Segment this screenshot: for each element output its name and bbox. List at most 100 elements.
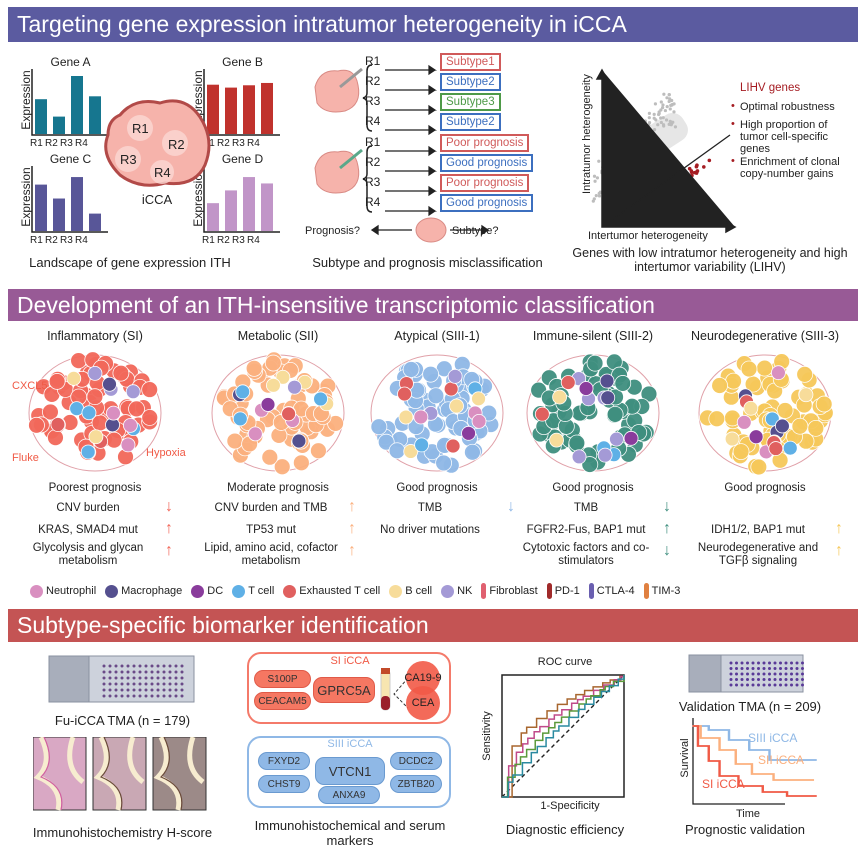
legend-item: NK: [441, 583, 472, 599]
cxcl5-label: CXCL5: [12, 380, 48, 392]
subtype-title: Atypical (SIII-1): [394, 329, 480, 343]
km-caption: Prognostic validation: [685, 822, 805, 837]
legend-item: CTLA-4: [588, 583, 635, 599]
tumor-sampling-icon: [314, 64, 437, 136]
tumor-illustration: R1 R2 R3 R4: [104, 99, 211, 187]
region-tick-label: R1: [30, 138, 43, 149]
feature-label: FGFR2-Fus, BAP1 mut: [526, 524, 646, 536]
serum-cea: CEA: [411, 697, 435, 709]
feature-label: IDH1/2, BAP1 mut: [711, 524, 805, 536]
section-header-2: Development of an ITH-insensitive transc…: [8, 289, 858, 321]
roc-curve: [501, 674, 625, 798]
roc-line: [502, 675, 625, 798]
roc-title: ROC curve: [537, 656, 593, 668]
gene-bar: [207, 84, 219, 134]
marker-anxa9: ANXA9: [318, 786, 380, 804]
lihv-legend-item: Enrichment of clonal copy-number gains: [740, 156, 840, 180]
tma-slide-icon: [48, 655, 195, 703]
lihv-point: [694, 164, 699, 169]
siii-marker-panel: [247, 736, 451, 808]
roc-caption: Diagnostic efficiency: [505, 822, 625, 837]
prognosis-box: Good prognosis: [440, 154, 534, 172]
region-label: R2: [365, 155, 381, 169]
subtype-box: Subtype2: [440, 113, 501, 131]
region-label: R1: [132, 121, 149, 136]
region-label: R4: [154, 165, 171, 180]
region-tick-label: R1: [30, 235, 43, 246]
prognosis-box: Good prognosis: [440, 194, 534, 212]
hypoxia-label: Hypoxia: [146, 447, 186, 459]
subtype-title: Immune-silent (SIII-2): [532, 329, 654, 343]
gene-bar-chart: [31, 69, 108, 136]
arrow-down-icon: ↓: [165, 498, 173, 515]
feature-label: TMB: [417, 502, 443, 514]
km-curve: [692, 718, 817, 805]
region-tick-label: R2: [217, 138, 230, 149]
tumor-microenvironment-illustration: [370, 354, 504, 474]
legend-item: Fibroblast: [481, 583, 538, 599]
arrow-up-icon: ↑: [835, 542, 843, 559]
fluke-label: Fluke: [12, 452, 39, 464]
region-tick-label: R3: [60, 138, 73, 149]
subtype-title: Metabolic (SII): [237, 329, 319, 343]
tma-label: Fu-iCCA TMA (n = 179): [54, 713, 191, 728]
region-tick-label: R3: [232, 235, 245, 246]
gene-bar: [261, 82, 273, 134]
gene-bar: [225, 87, 237, 134]
gene-bar: [207, 203, 219, 231]
region-tick-label: R3: [232, 138, 245, 149]
gene-bar: [89, 213, 101, 231]
gene-bar-chart: [31, 166, 108, 233]
marker-vtcn1: VTCN1: [315, 757, 385, 785]
gene-bar: [261, 183, 273, 231]
legend-label: PD-1: [554, 585, 580, 597]
siii-panel-title: SIII iCCA: [327, 738, 373, 750]
gene-bar: [243, 85, 255, 134]
b-cell-icon: [389, 584, 403, 598]
caption-lihv: Genes with low intratumor heterogeneity …: [572, 246, 848, 274]
lihv-point: [707, 158, 712, 163]
legend-item: Macrophage: [105, 583, 182, 599]
km-line: [692, 725, 817, 761]
legend-label: TIM-3: [651, 585, 681, 597]
arrow-down-icon: ↓: [663, 542, 671, 559]
subtype-box: Subtype3: [440, 93, 501, 111]
ihc-images: [33, 737, 207, 811]
question-arrows: [370, 217, 490, 243]
region-tick-label: R1: [202, 235, 215, 246]
legend-label: Fibroblast: [489, 585, 538, 597]
legend-label: T cell: [248, 585, 275, 597]
gene-bar: [35, 184, 47, 231]
km-series-label: SII iCCA: [758, 753, 805, 767]
region-tick-label: R2: [45, 235, 58, 246]
legend-item: T cell: [232, 583, 274, 599]
prognosis-label: Moderate prognosis: [227, 482, 329, 494]
prognosis-label: Poorest prognosis: [48, 482, 142, 494]
gene-bar-chart: [203, 166, 280, 233]
roc-line: [502, 675, 625, 798]
feature-label: Neurodegenerative and TGFβ signaling: [697, 542, 819, 567]
validation-tma-label: Validation TMA (n = 209): [678, 699, 822, 714]
lihv-point: [695, 169, 700, 173]
section-title: Subtype-specific biomarker identificatio…: [17, 612, 429, 638]
tumor-microenvironment-illustration: [698, 353, 834, 475]
arrow-up-icon: ↑: [348, 498, 356, 515]
marker-s100p: S100P: [254, 670, 311, 688]
marker-chst9: CHST9: [258, 775, 310, 793]
si-panel-title: SI iCCA: [330, 655, 370, 667]
arrow-up-icon: ↑: [663, 520, 671, 537]
km-series-label: SIII iCCA: [748, 731, 798, 745]
region-label: R2: [365, 74, 381, 88]
prognosis-label: Good prognosis: [552, 482, 634, 494]
legend-bullet-icon: •: [731, 100, 735, 112]
region-label: R3: [365, 94, 381, 108]
region-label: R4: [365, 195, 381, 209]
scatter-xlabel: Intertumor heterogeneity: [588, 230, 708, 242]
km-line: [692, 725, 815, 781]
lihv-scatter: [591, 68, 737, 234]
subtype-box: Subtype1: [440, 53, 501, 71]
roc-xlabel: 1-Specificity: [540, 800, 600, 812]
marker-ceacam5: CEACAM5: [254, 692, 311, 710]
arrow-up-icon: ↑: [165, 520, 173, 537]
region-label: R4: [365, 114, 381, 128]
